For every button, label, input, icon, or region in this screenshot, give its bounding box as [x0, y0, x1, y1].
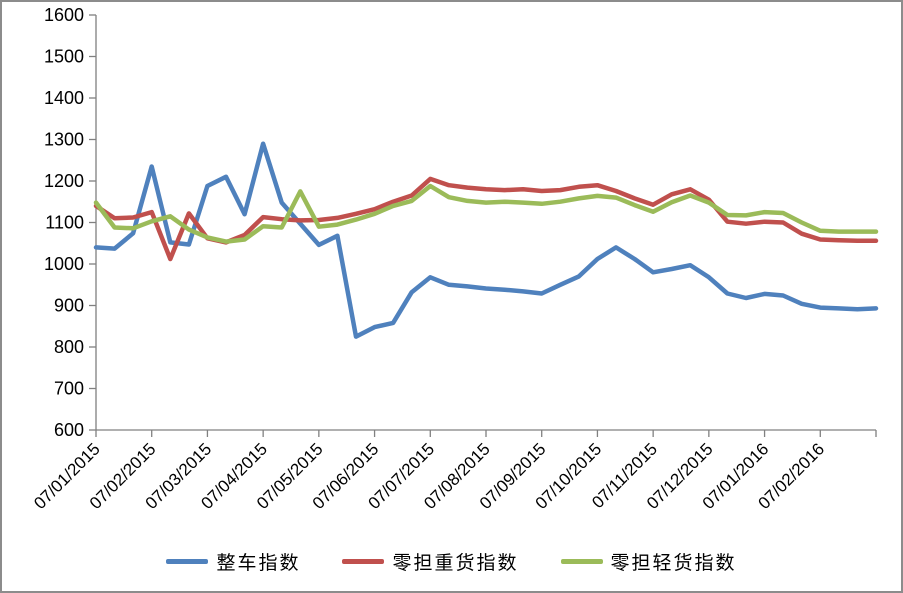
y-axis-tick-label: 1400 [44, 88, 84, 108]
y-axis-tick-label: 900 [54, 296, 84, 316]
legend-swatch-ltl-heavy-index [342, 559, 385, 564]
y-axis-tick-label: 1600 [44, 5, 84, 25]
y-axis-tick-label: 1100 [45, 213, 84, 233]
y-axis-tick-label: 1200 [44, 171, 84, 191]
series-line-0 [93, 141, 879, 339]
y-axis-tick-label: 800 [54, 337, 84, 357]
legend-label-truckload-index: 整车指数 [216, 553, 301, 574]
legend-item-ltl-heavy-index: 零担重货指数 [342, 548, 518, 575]
legend-swatch-truckload-index [166, 559, 209, 564]
series-line-2 [93, 183, 879, 244]
chart-legend: 整车指数 零担重货指数 零担轻货指数 [0, 548, 903, 575]
series-line-1 [93, 176, 879, 262]
legend-label-ltl-heavy-index: 零担重货指数 [392, 553, 519, 574]
legend-swatch-ltl-light-index [560, 559, 603, 564]
y-axis-tick-label: 1300 [44, 130, 84, 150]
y-axis-tick-label: 600 [54, 420, 84, 440]
legend-label-ltl-light-index: 零担轻货指数 [610, 553, 737, 574]
line-chart: 600 700 800 900 1000 1100 1200 1300 1400 1500 1600… [30, 5, 879, 513]
y-axis-tick-label: 700 [54, 379, 84, 399]
y-axis-tick-label: 1500 [44, 47, 84, 67]
legend-item-truckload-index: 整车指数 [166, 548, 300, 575]
legend-item-ltl-light-index: 零担轻货指数 [560, 548, 737, 575]
y-axis-tick-label: 1000 [44, 254, 84, 274]
